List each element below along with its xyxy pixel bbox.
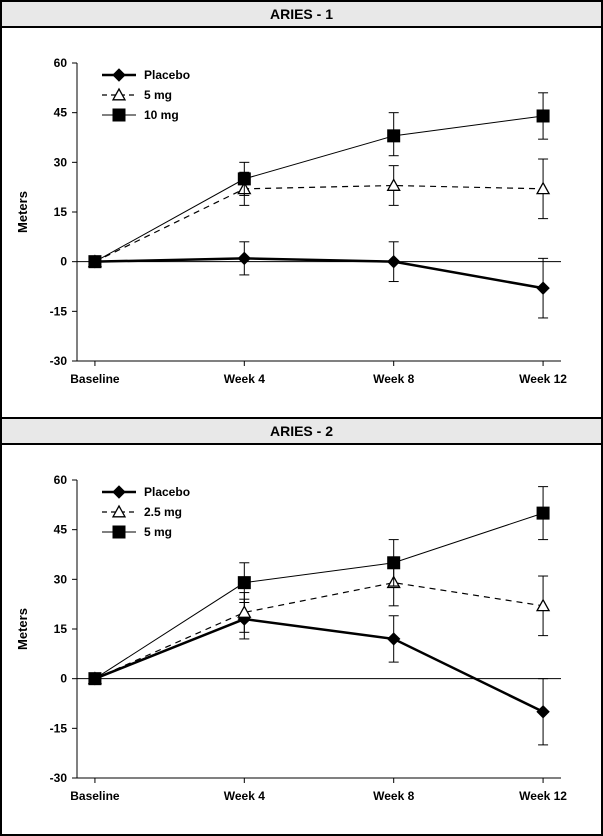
figure-container: ARIES - 1 -30 -15 0 15 30 45 60 Baseline Week 4 W…: [0, 0, 603, 836]
svg-text:Week 8: Week 8: [373, 789, 414, 803]
panel-aries-1: ARIES - 1 -30 -15 0 15 30 45 60 Baseline Week 4 W…: [2, 2, 601, 419]
svg-text:15: 15: [54, 622, 68, 636]
svg-text:45: 45: [54, 523, 68, 537]
svg-text:Meters: Meters: [15, 608, 30, 650]
svg-text:Placebo: Placebo: [144, 68, 190, 82]
svg-text:5 mg: 5 mg: [144, 525, 172, 539]
chart-area-2: -30 -15 0 15 30 45 60 Baseline Week 4 Week 8 Week …: [2, 445, 601, 834]
svg-text:5 mg: 5 mg: [144, 88, 172, 102]
svg-text:30: 30: [54, 572, 68, 586]
svg-text:60: 60: [54, 473, 68, 487]
svg-text:30: 30: [54, 155, 68, 169]
svg-text:Week 12: Week 12: [519, 372, 567, 386]
svg-text:Week 8: Week 8: [373, 372, 414, 386]
svg-text:Meters: Meters: [15, 191, 30, 233]
svg-text:15: 15: [54, 205, 68, 219]
svg-text:-30: -30: [50, 354, 68, 368]
svg-text:10 mg: 10 mg: [144, 108, 179, 122]
svg-text:Baseline: Baseline: [70, 372, 120, 386]
svg-text:0: 0: [60, 672, 67, 686]
svg-text:-15: -15: [50, 304, 68, 318]
svg-text:60: 60: [54, 56, 68, 70]
svg-text:Week 4: Week 4: [224, 372, 265, 386]
svg-text:Baseline: Baseline: [70, 789, 120, 803]
svg-text:-30: -30: [50, 771, 68, 785]
panel-title-1: ARIES - 1: [2, 2, 601, 28]
panel-title-2: ARIES - 2: [2, 419, 601, 445]
svg-text:45: 45: [54, 106, 68, 120]
chart-area-1: -30 -15 0 15 30 45 60 Baseline Week 4 Week 8 Week …: [2, 28, 601, 417]
svg-text:2.5 mg: 2.5 mg: [144, 505, 182, 519]
svg-text:Week 4: Week 4: [224, 789, 265, 803]
panel-aries-2: ARIES - 2 -30 -15 0 15 30 45 60 Baseline Week 4 W…: [2, 419, 601, 834]
svg-text:0: 0: [60, 255, 67, 269]
svg-text:Week 12: Week 12: [519, 789, 567, 803]
svg-text:Placebo: Placebo: [144, 485, 190, 499]
svg-text:-15: -15: [50, 721, 68, 735]
